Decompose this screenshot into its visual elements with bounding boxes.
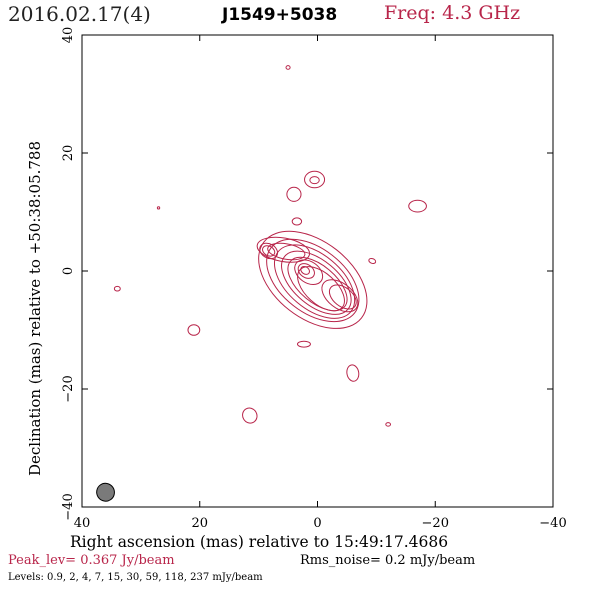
- contour-east-arm: [267, 242, 306, 261]
- contour-main: [321, 279, 359, 313]
- y-tick-label: −20: [61, 375, 76, 402]
- contour-main: [297, 263, 315, 279]
- contour-island: [296, 340, 311, 348]
- contour-island: [113, 285, 121, 292]
- source-name: J1549+5038: [222, 5, 338, 25]
- contour-island: [304, 170, 326, 189]
- contour-island: [242, 407, 258, 424]
- contour-east-blob: [259, 242, 279, 260]
- contour-levels: Levels: 0.9, 2, 4, 7, 15, 30, 59, 118, 2…: [8, 572, 263, 583]
- y-tick-label: 40: [61, 27, 76, 44]
- x-tick-label: −40: [539, 516, 566, 531]
- contour-island: [291, 217, 303, 226]
- x-axis-label: Right ascension (mas) relative to 15:49:…: [70, 533, 449, 551]
- contour-main: [300, 265, 310, 275]
- contour-main: [328, 284, 357, 310]
- contour-island: [309, 176, 320, 185]
- contour-island: [285, 65, 291, 70]
- frequency-label: Freq: 4.3 GHz: [384, 2, 521, 24]
- contour-island: [156, 206, 161, 210]
- y-tick-label: 0: [61, 267, 76, 275]
- beam-ellipse: [96, 482, 115, 502]
- y-tick-label: −40: [61, 493, 76, 520]
- x-tick-label: 40: [74, 516, 91, 531]
- contour-east-arm: [256, 236, 311, 263]
- rms-noise: Rms_noise= 0.2 mJy/beam: [300, 553, 476, 568]
- contour-set: [96, 65, 427, 502]
- contour-island: [346, 364, 360, 382]
- plot-border: [81, 34, 554, 508]
- contour-island: [368, 257, 377, 264]
- contour-island: [286, 186, 302, 202]
- peak-level: Peak_lev= 0.367 Jy/beam: [8, 553, 175, 568]
- contour-island: [187, 324, 201, 336]
- x-tick-label: −20: [422, 516, 449, 531]
- epoch-date: 2016.02.17(4): [8, 2, 151, 26]
- contour-east-blob: [262, 245, 276, 257]
- contour-main: [294, 259, 324, 286]
- y-axis-label: Declination (mas) relative to +50:38:05.…: [26, 140, 44, 476]
- contour-main: [287, 256, 348, 312]
- contour-main: [281, 250, 352, 315]
- contour-main: [258, 230, 368, 329]
- x-tick-label: 20: [191, 516, 208, 531]
- plot-frame: [81, 34, 554, 508]
- axis-ticks: 40 40 20 20 0 0 −20 −20 −40 −40: [61, 27, 567, 531]
- x-tick-label: 0: [313, 516, 321, 531]
- y-tick-label: 20: [61, 145, 76, 162]
- contour-island: [385, 422, 392, 427]
- contour-island: [408, 199, 427, 213]
- contour-main: [266, 238, 360, 323]
